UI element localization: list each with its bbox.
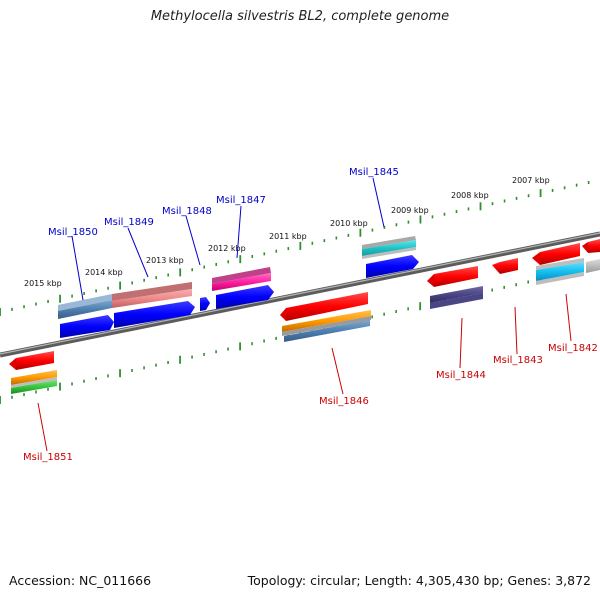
gene-label-msil-1846[interactable]: Msil_1846 <box>319 396 369 407</box>
gene-feature-msil-1849[interactable] <box>112 282 192 308</box>
gene-feature-partial[interactable] <box>582 239 600 273</box>
gene-feature-msil-1845[interactable] <box>362 236 416 259</box>
genome-backbone <box>0 231 600 358</box>
gene-label-msil-1844[interactable]: Msil_1844 <box>436 370 486 381</box>
gene-feature-msil-1843[interactable] <box>492 258 518 274</box>
tick-label: 2010 kbp <box>330 219 368 228</box>
topology-text: Topology: circular; Length: 4,305,430 bp… <box>247 573 591 588</box>
tick-label: 2013 kbp <box>146 256 184 265</box>
gene-label-msil-1843[interactable]: Msil_1843 <box>493 355 543 366</box>
accession-text: Accession: NC_011666 <box>9 573 152 588</box>
tick-label: 2012 kbp <box>208 244 246 253</box>
gene-feature-msil-1847[interactable] <box>212 267 271 291</box>
gene-label-msil-1850[interactable]: Msil_1850 <box>48 227 98 238</box>
callouts-top <box>71 177 385 301</box>
gene-label-msil-1848[interactable]: Msil_1848 <box>162 206 212 217</box>
map-title: Methylocella silvestris BL2, complete ge… <box>150 9 450 24</box>
callouts-bottom <box>37 293 572 452</box>
tick-label: 2008 kbp <box>451 191 489 200</box>
gene-arrow-blue[interactable] <box>366 255 419 278</box>
tick-label: 2015 kbp <box>24 279 62 288</box>
tick-label: 2011 kbp <box>269 232 307 241</box>
tick-label: 2009 kbp <box>391 206 429 215</box>
gene-feature-msil-1846[interactable] <box>280 292 371 342</box>
gene-label-msil-1851[interactable]: Msil_1851 <box>23 452 73 463</box>
gene-label-msil-1842[interactable]: Msil_1842 <box>548 343 598 354</box>
gene-label-msil-1845[interactable]: Msil_1845 <box>349 167 399 178</box>
gene-feature-msil-1850[interactable] <box>58 294 112 319</box>
ruler-dashes <box>0 181 590 404</box>
gene-feature-msil-1851[interactable] <box>9 351 57 394</box>
gene-label-msil-1849[interactable]: Msil_1849 <box>104 217 154 228</box>
tick-label: 2014 kbp <box>85 268 123 277</box>
gene-label-msil-1847[interactable]: Msil_1847 <box>216 195 266 206</box>
gene-arrow-blue[interactable] <box>60 315 114 338</box>
tick-label: 2007 kbp <box>512 176 550 185</box>
gene-arrow-blue[interactable] <box>114 301 195 328</box>
gene-arrow-blue[interactable] <box>216 285 274 309</box>
gene-feature-msil-1844[interactable] <box>427 266 483 309</box>
gene-feature-msil-1842[interactable] <box>532 243 584 285</box>
gene-arrow-msil-1848[interactable] <box>200 297 210 311</box>
